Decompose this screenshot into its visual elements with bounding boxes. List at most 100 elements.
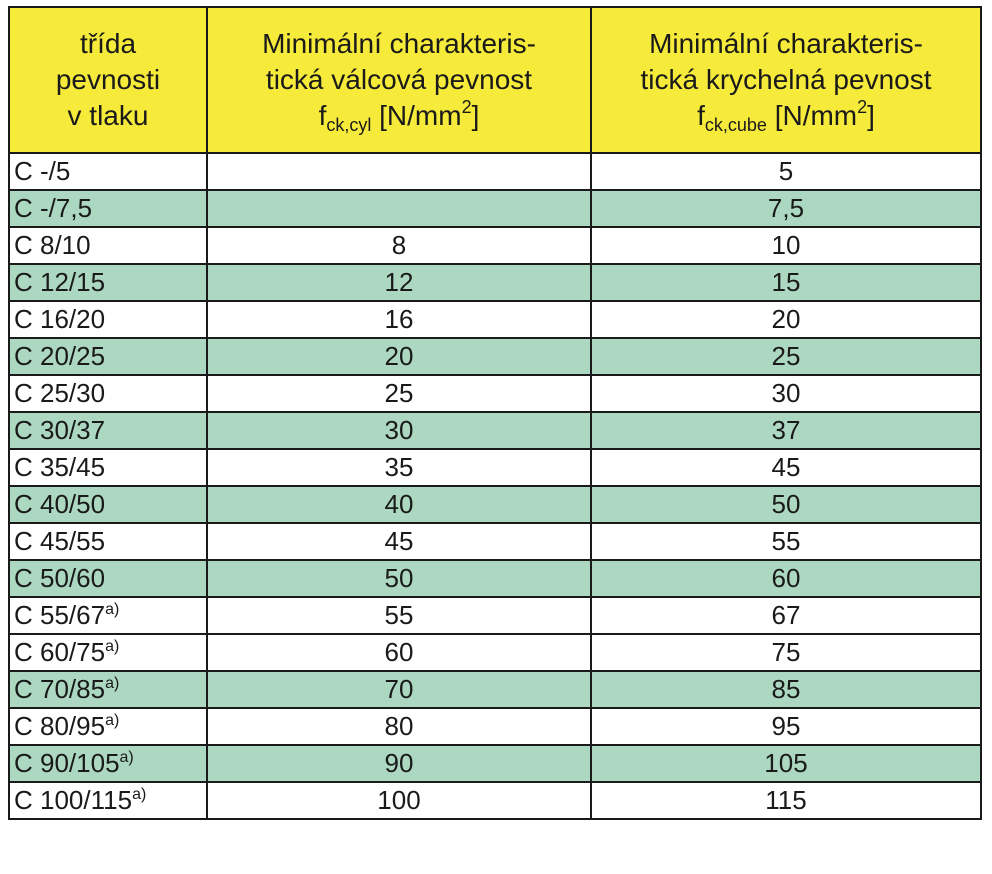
cylinder-strength-value: 16	[384, 304, 414, 334]
cube-strength-cell: 20	[590, 300, 982, 339]
header-cube-unit: [N/mm	[774, 100, 858, 131]
cube-strength-value: 50	[771, 489, 801, 519]
table-header: třída pevnosti v tlaku Minimální charakt…	[8, 6, 982, 154]
concrete-strength-table: třída pevnosti v tlaku Minimální charakt…	[8, 6, 982, 820]
cube-strength-value: 60	[771, 563, 801, 593]
table-row: C 90/105a) 90 105	[8, 744, 982, 783]
cube-strength-cell: 67	[590, 596, 982, 635]
cube-strength-value: 95	[771, 711, 801, 741]
table-row: C 80/95a) 80 95	[8, 707, 982, 746]
strength-class-label: C 30/37	[14, 415, 106, 445]
table-row: C 50/60 50 60	[8, 559, 982, 598]
cylinder-strength-cell: 25	[206, 374, 592, 413]
header-cylinder-unit-exponent: 2	[461, 97, 472, 117]
strength-class-label: C 25/30	[14, 378, 106, 408]
strength-class-label: C 100/115	[14, 785, 133, 815]
cylinder-strength-cell: 80	[206, 707, 592, 746]
table-row: C 60/75a) 60 75	[8, 633, 982, 672]
table-body: C -/5 5 C -/7,5 7,5 C 8/10 8 10 C 12/15 12 15 C 16…	[8, 152, 982, 820]
strength-class-label: C 16/20	[14, 304, 106, 334]
table-row: C 100/115a) 100 115	[8, 781, 982, 820]
strength-class-cell: C 90/105a)	[8, 744, 208, 783]
cube-strength-value: 10	[771, 230, 801, 260]
cylinder-strength-value: 40	[384, 489, 414, 519]
table-row: C -/5 5	[8, 152, 982, 191]
strength-class-label: C 40/50	[14, 489, 106, 519]
cylinder-strength-value: 55	[384, 600, 414, 630]
strength-class-cell: C 8/10	[8, 226, 208, 265]
strength-class-label: C 12/15	[14, 267, 106, 297]
strength-class-cell: C 80/95a)	[8, 707, 208, 746]
strength-class-cell: C 100/115a)	[8, 781, 208, 820]
strength-class-cell: C 50/60	[8, 559, 208, 598]
strength-class-cell: C 55/67a)	[8, 596, 208, 635]
strength-class-cell: C -/5	[8, 152, 208, 191]
strength-class-label: C 55/67	[14, 600, 106, 630]
cube-strength-value: 5	[778, 156, 794, 186]
table-row: C 40/50 40 50	[8, 485, 982, 524]
cube-strength-cell: 75	[590, 633, 982, 672]
cylinder-strength-cell: 50	[206, 559, 592, 598]
footnote-marker: a)	[105, 638, 120, 655]
header-cube-line-2: tická krychelná pevnost	[640, 64, 932, 95]
cube-strength-value: 55	[771, 526, 801, 556]
footnote-marker: a)	[132, 786, 147, 803]
cylinder-strength-value: 8	[391, 230, 407, 260]
table-row: C 16/20 16 20	[8, 300, 982, 339]
header-cube-symbol: f	[697, 100, 705, 131]
cylinder-strength-value: 60	[384, 637, 414, 667]
cylinder-strength-cell: 30	[206, 411, 592, 450]
header-cube-unit-close: ]	[867, 100, 875, 131]
cylinder-strength-cell: 100	[206, 781, 592, 820]
strength-class-label: C 80/95	[14, 711, 106, 741]
cube-strength-cell: 37	[590, 411, 982, 450]
header-cube-subscript: ck,cube	[704, 115, 767, 135]
cube-strength-value: 115	[765, 785, 807, 815]
cube-strength-cell: 45	[590, 448, 982, 487]
header-strength-class: třída pevnosti v tlaku	[8, 6, 208, 154]
cube-strength-value: 20	[771, 304, 801, 334]
cube-strength-value: 37	[771, 415, 801, 445]
footnote-marker: a)	[105, 712, 120, 729]
cylinder-strength-cell	[206, 152, 592, 191]
concrete-strength-table-wrapper: třída pevnosti v tlaku Minimální charakt…	[8, 6, 982, 820]
header-strength-class-line-3: v tlaku	[67, 100, 149, 131]
strength-class-cell: C 70/85a)	[8, 670, 208, 709]
cube-strength-cell: 95	[590, 707, 982, 746]
cylinder-strength-value: 45	[384, 526, 414, 556]
cube-strength-value: 85	[771, 674, 801, 704]
cube-strength-cell: 10	[590, 226, 982, 265]
strength-class-label: C 45/55	[14, 526, 106, 556]
cube-strength-cell: 50	[590, 485, 982, 524]
header-cube-strength: Minimální charakteris- tická krychelná p…	[590, 6, 982, 154]
header-cube-line-3: fck,cube [N/mm2]	[592, 98, 980, 134]
table-row: C 55/67a) 55 67	[8, 596, 982, 635]
cube-strength-cell: 15	[590, 263, 982, 302]
cylinder-strength-cell	[206, 189, 592, 228]
cube-strength-value: 105	[764, 748, 808, 778]
strength-class-cell: C 20/25	[8, 337, 208, 376]
cylinder-strength-value: 12	[384, 267, 414, 297]
header-strength-class-line-1: třída	[79, 28, 137, 59]
table-row: C 25/30 25 30	[8, 374, 982, 413]
cylinder-strength-value: 80	[384, 711, 414, 741]
header-cube-unit-exponent: 2	[857, 97, 868, 117]
strength-class-label: C 60/75	[14, 637, 106, 667]
cube-strength-value: 75	[771, 637, 801, 667]
header-row: třída pevnosti v tlaku Minimální charakt…	[8, 6, 982, 154]
cube-strength-value: 45	[771, 452, 801, 482]
cube-strength-cell: 105	[590, 744, 982, 783]
cube-strength-value: 30	[771, 378, 801, 408]
cylinder-strength-cell: 55	[206, 596, 592, 635]
cylinder-strength-value: 35	[384, 452, 414, 482]
header-cylinder-symbol: f	[318, 100, 327, 131]
cylinder-strength-value: 50	[384, 563, 414, 593]
strength-class-label: C 8/10	[14, 230, 91, 260]
cylinder-strength-value: 20	[384, 341, 414, 371]
cylinder-strength-value: 100	[377, 785, 421, 815]
strength-class-cell: C 40/50	[8, 485, 208, 524]
cylinder-strength-value: 70	[384, 674, 414, 704]
strength-class-label: C -/5	[14, 156, 71, 186]
cube-strength-value: 7,5	[767, 193, 805, 223]
cylinder-strength-cell: 35	[206, 448, 592, 487]
